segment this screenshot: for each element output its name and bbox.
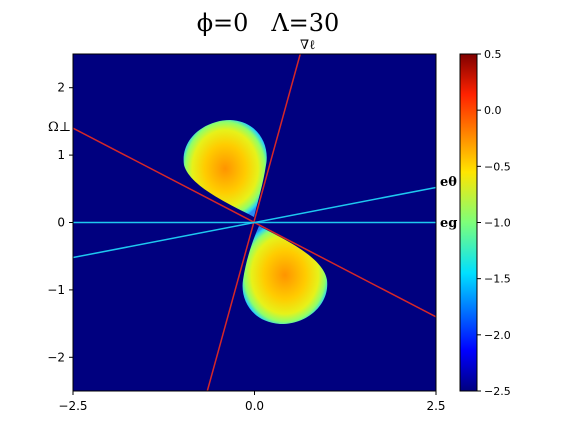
- heatmap-lobes: [183, 120, 328, 325]
- y-tick-label: 2: [57, 81, 65, 95]
- e-g-line-label: eg: [440, 216, 457, 231]
- lobe-lower: [242, 226, 328, 325]
- colorbar-tick-label: −0.5: [484, 160, 511, 173]
- gradient-line-label: ∇ℓ: [300, 38, 315, 53]
- x-axis: −2.5 0.0 2.5: [58, 391, 446, 413]
- y-tick-label: 1: [57, 148, 65, 162]
- chart-title: ϕ=0 Λ=30: [197, 9, 340, 37]
- colorbar-tick-label: −2.0: [484, 329, 511, 342]
- y-axis: 2 1 0 −1 −2: [47, 81, 73, 364]
- y-tick-label: −1: [47, 283, 65, 297]
- y-tick-label: −2: [47, 350, 65, 364]
- colorbar-tick-label: 0.0: [484, 104, 502, 117]
- x-tick-label: 2.5: [426, 399, 445, 413]
- e-theta-line-label: eθ: [440, 175, 457, 190]
- x-tick-label: −2.5: [58, 399, 87, 413]
- omega-perp-line-label: Ω⊥: [48, 120, 71, 135]
- x-tick-label: 0.0: [245, 399, 264, 413]
- colorbar-tick-label: −2.5: [484, 385, 511, 398]
- colorbar-tick-label: −1.5: [484, 273, 511, 286]
- lobe-upper: [183, 120, 267, 217]
- colorbar-tick-label: −1.0: [484, 217, 511, 230]
- y-tick-label: 0: [57, 216, 65, 230]
- colorbar-tick-label: 0.5: [484, 48, 502, 61]
- colorbar-axis: 0.5 0.0 −0.5 −1.0 −1.5 −2.0 −2.5: [477, 48, 511, 398]
- colorbar: [459, 53, 478, 392]
- line-layer: [73, 54, 436, 391]
